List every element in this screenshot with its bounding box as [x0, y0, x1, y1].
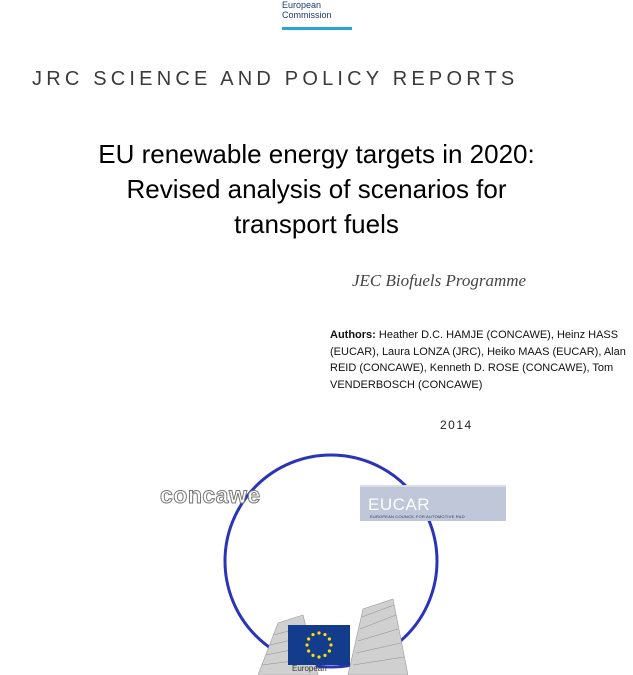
eu-flag-icon — [288, 625, 350, 665]
european-commission-logo: European Commission — [282, 0, 354, 34]
publication-year: 2014 — [440, 418, 473, 432]
concawe-logo: concawe — [160, 482, 261, 509]
logo-line-2: Commission — [282, 10, 332, 20]
report-title: EU renewable energy targets in 2020: Rev… — [0, 137, 633, 242]
authors-label: Authors: — [330, 329, 376, 341]
report-series: JRC SCIENCE AND POLICY REPORTS — [32, 68, 519, 90]
ring-graphic — [223, 453, 439, 669]
eucar-logo-name: EUCAR — [368, 495, 431, 514]
authors-block: Authors: Heather D.C. HAMJE (CONCAWE), H… — [330, 327, 626, 393]
title-line-1: EU renewable energy targets in 2020: — [98, 139, 535, 169]
logo-accent-bar — [282, 27, 352, 30]
title-line-2: Revised analysis of scenarios for — [126, 174, 507, 204]
logo-line-1: European — [282, 0, 322, 10]
title-line-3: transport fuels — [234, 209, 399, 239]
authors-list: Heather D.C. HAMJE (CONCAWE), Heinz HASS… — [330, 329, 626, 391]
eucar-logo-subtitle: EUROPEAN COUNCIL FOR AUTOMOTIVE R&D — [370, 514, 465, 519]
ec-bottom-label: European — [292, 664, 327, 673]
programme-name: JEC Biofuels Programme — [352, 271, 527, 290]
eucar-logo: EUCAR EUROPEAN COUNCIL FOR AUTOMOTIVE R&… — [360, 485, 506, 521]
